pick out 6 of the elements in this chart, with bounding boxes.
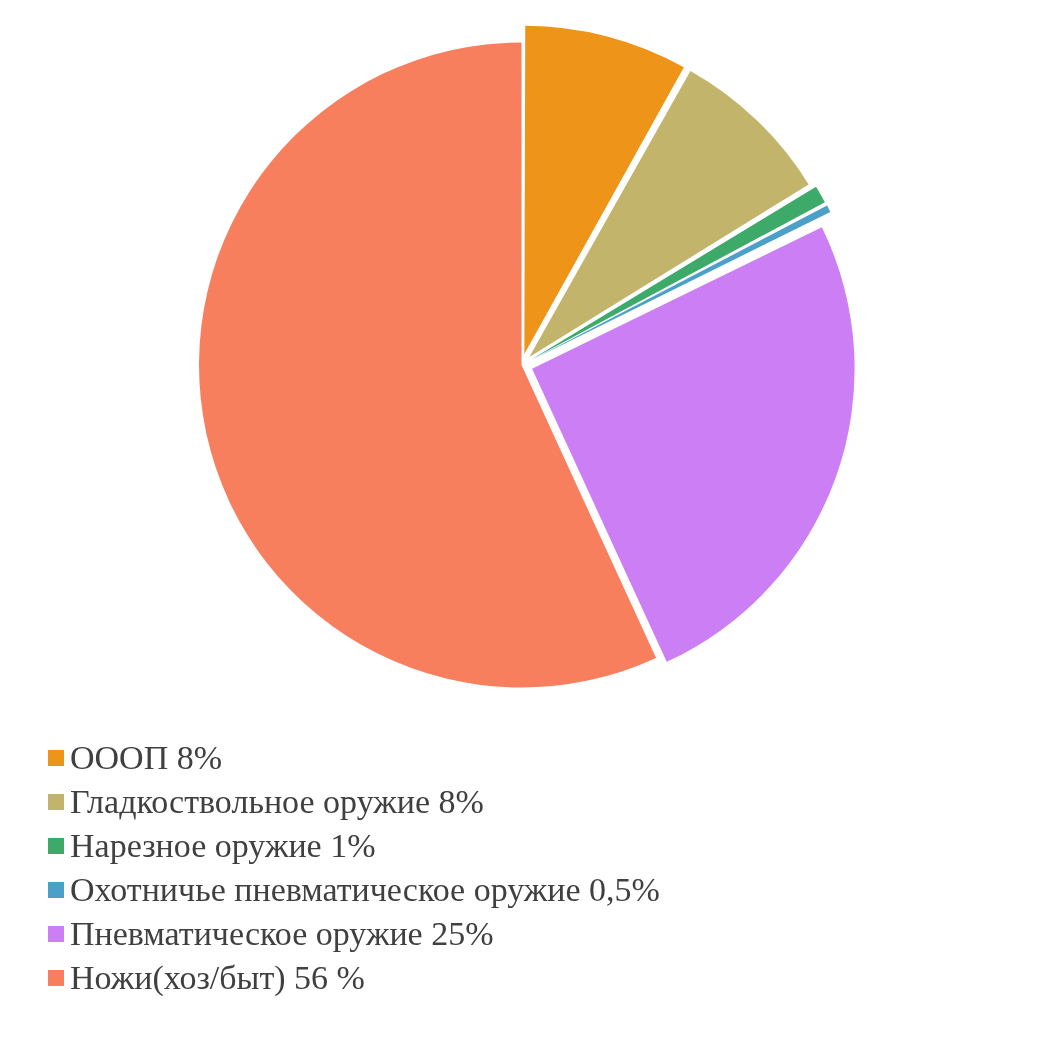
legend-label: Нарезное оружие 1% — [70, 826, 376, 866]
legend-label: Гладкоствольное оружие 8% — [70, 782, 484, 822]
legend-label: Пневматическое оружие 25% — [70, 914, 494, 954]
legend-label: Ножи(хоз/быт) 56 % — [70, 958, 365, 998]
legend-label: Охотничье пневматическое оружие 0,5% — [70, 870, 660, 910]
legend-label: ОООП 8% — [70, 738, 223, 778]
